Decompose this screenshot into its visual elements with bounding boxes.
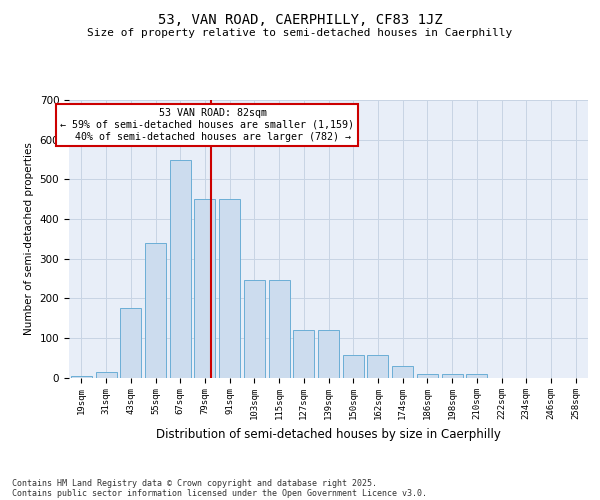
Text: Contains public sector information licensed under the Open Government Licence v3: Contains public sector information licen…: [12, 488, 427, 498]
Text: 53 VAN ROAD: 82sqm
← 59% of semi-detached houses are smaller (1,159)
  40% of se: 53 VAN ROAD: 82sqm ← 59% of semi-detache…: [59, 108, 353, 142]
Bar: [293, 330, 314, 378]
Bar: [244, 280, 265, 378]
Y-axis label: Number of semi-detached properties: Number of semi-detached properties: [24, 142, 34, 335]
Bar: [120, 308, 141, 378]
Bar: [145, 242, 166, 378]
Bar: [219, 199, 240, 378]
Text: 53, VAN ROAD, CAERPHILLY, CF83 1JZ: 53, VAN ROAD, CAERPHILLY, CF83 1JZ: [158, 12, 442, 26]
Bar: [318, 330, 339, 378]
Bar: [442, 374, 463, 378]
Bar: [170, 160, 191, 378]
Bar: [95, 372, 116, 378]
Text: Contains HM Land Registry data © Crown copyright and database right 2025.: Contains HM Land Registry data © Crown c…: [12, 478, 377, 488]
Bar: [392, 366, 413, 378]
Bar: [466, 374, 487, 378]
Bar: [343, 355, 364, 378]
Bar: [367, 355, 388, 378]
Text: Size of property relative to semi-detached houses in Caerphilly: Size of property relative to semi-detach…: [88, 28, 512, 38]
Bar: [194, 199, 215, 378]
Bar: [417, 374, 438, 378]
X-axis label: Distribution of semi-detached houses by size in Caerphilly: Distribution of semi-detached houses by …: [156, 428, 501, 441]
Bar: [71, 376, 92, 378]
Bar: [269, 280, 290, 378]
